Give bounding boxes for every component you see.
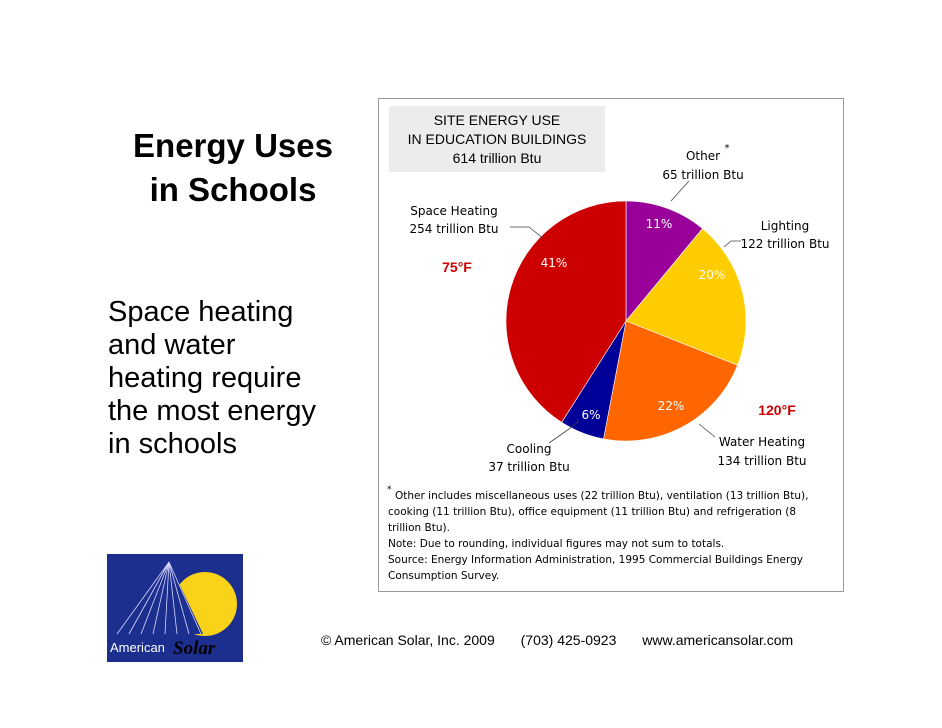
body-line: and water: [108, 329, 236, 361]
slice-percent-label-cooling: 6%: [581, 408, 600, 422]
body-line: Space heating: [108, 296, 294, 328]
chart-title-line-1: SITE ENERGY USE: [434, 112, 561, 128]
slide-footer: © American Solar, Inc. 2009 (703) 425-09…: [321, 632, 815, 648]
logo-panel-lines: [116, 561, 202, 635]
slice-percent-label-water-heating: 22%: [658, 399, 685, 413]
logo-panel: [115, 562, 203, 634]
slice-value-other: 65 trillion Btu: [662, 168, 743, 182]
logo-graphic: American Solar: [107, 554, 243, 662]
slice-value-cooling: 37 trillion Btu: [488, 460, 569, 474]
leader-line-space-heating: [510, 226, 545, 240]
leader-line-lighting: [723, 240, 741, 248]
slice-label-lighting: Lighting: [761, 219, 810, 233]
pie-chart-svg: SITE ENERGY USE IN EDUCATION BUILDINGS 6…: [387, 106, 830, 582]
slice-label-other: Other: [686, 149, 720, 163]
leader-line-cooling: [548, 420, 580, 444]
slice-value-space-heating: 254 trillion Btu: [410, 222, 499, 236]
footnote-line: trillion Btu).: [388, 522, 450, 534]
pie-slice-other: [625, 200, 703, 322]
slide-title-line-2: in Schools: [149, 171, 317, 208]
slice-value-lighting: 122 trillion Btu: [741, 237, 830, 251]
footnote-line: Source: Energy Information Administratio…: [388, 554, 803, 566]
footer-copyright: © American Solar, Inc. 2009: [321, 632, 495, 648]
slice-percent-label-space-heating: 41%: [541, 256, 568, 270]
american-solar-logo: American Solar: [107, 554, 243, 662]
other-asterisk: *: [725, 143, 730, 154]
chart-title-line-3: 614 trillion Btu: [453, 150, 542, 166]
footnote-line: Consumption Survey.: [388, 570, 499, 582]
leader-line-water-heating: [698, 423, 716, 438]
pie-slice-space-heating: [505, 200, 627, 423]
slice-label-space-heating: Space Heating: [410, 204, 497, 218]
pie-slice-water-heating: [603, 320, 738, 442]
leader-line-other: [670, 180, 690, 202]
slide-title: Energy Uses in Schools: [108, 124, 358, 212]
slice-value-water-heating: 134 trillion Btu: [718, 454, 807, 468]
slice-label-water-heating: Water Heating: [719, 435, 805, 449]
footer-phone: (703) 425-0923: [520, 632, 617, 648]
slice-label-cooling: Cooling: [507, 442, 552, 456]
body-line: the most energy: [108, 395, 316, 427]
annotation-75f: 75°F: [442, 259, 472, 275]
footnote-line: Note: Due to rounding, individual figure…: [388, 538, 724, 550]
footnote-line: cooking (11 trillion Btu), office equipm…: [388, 506, 796, 518]
annotation-120f: 120°F: [758, 402, 796, 418]
slide-body-text: Space heating and water heating require …: [108, 296, 368, 461]
logo-text-solar: Solar: [173, 638, 216, 659]
pie-slice-lighting: [625, 228, 747, 366]
logo-text-american: American: [110, 640, 165, 655]
body-line: in schools: [108, 428, 237, 460]
footnote-marker: *: [387, 485, 392, 495]
slice-percent-label-other: 11%: [646, 217, 673, 231]
chart-title-box: [389, 106, 605, 172]
footer-website[interactable]: www.americansolar.com: [642, 632, 794, 648]
footnote-line: Other includes miscellaneous uses (22 tr…: [395, 490, 808, 502]
body-line: heating require: [108, 362, 302, 394]
pie-slices: [505, 200, 747, 442]
slide-title-line-1: Energy Uses: [133, 127, 333, 164]
slice-percent-label-lighting: 20%: [699, 268, 726, 282]
chart-title-line-2: IN EDUCATION BUILDINGS: [408, 131, 587, 147]
energy-use-chart: SITE ENERGY USE IN EDUCATION BUILDINGS 6…: [378, 98, 844, 592]
